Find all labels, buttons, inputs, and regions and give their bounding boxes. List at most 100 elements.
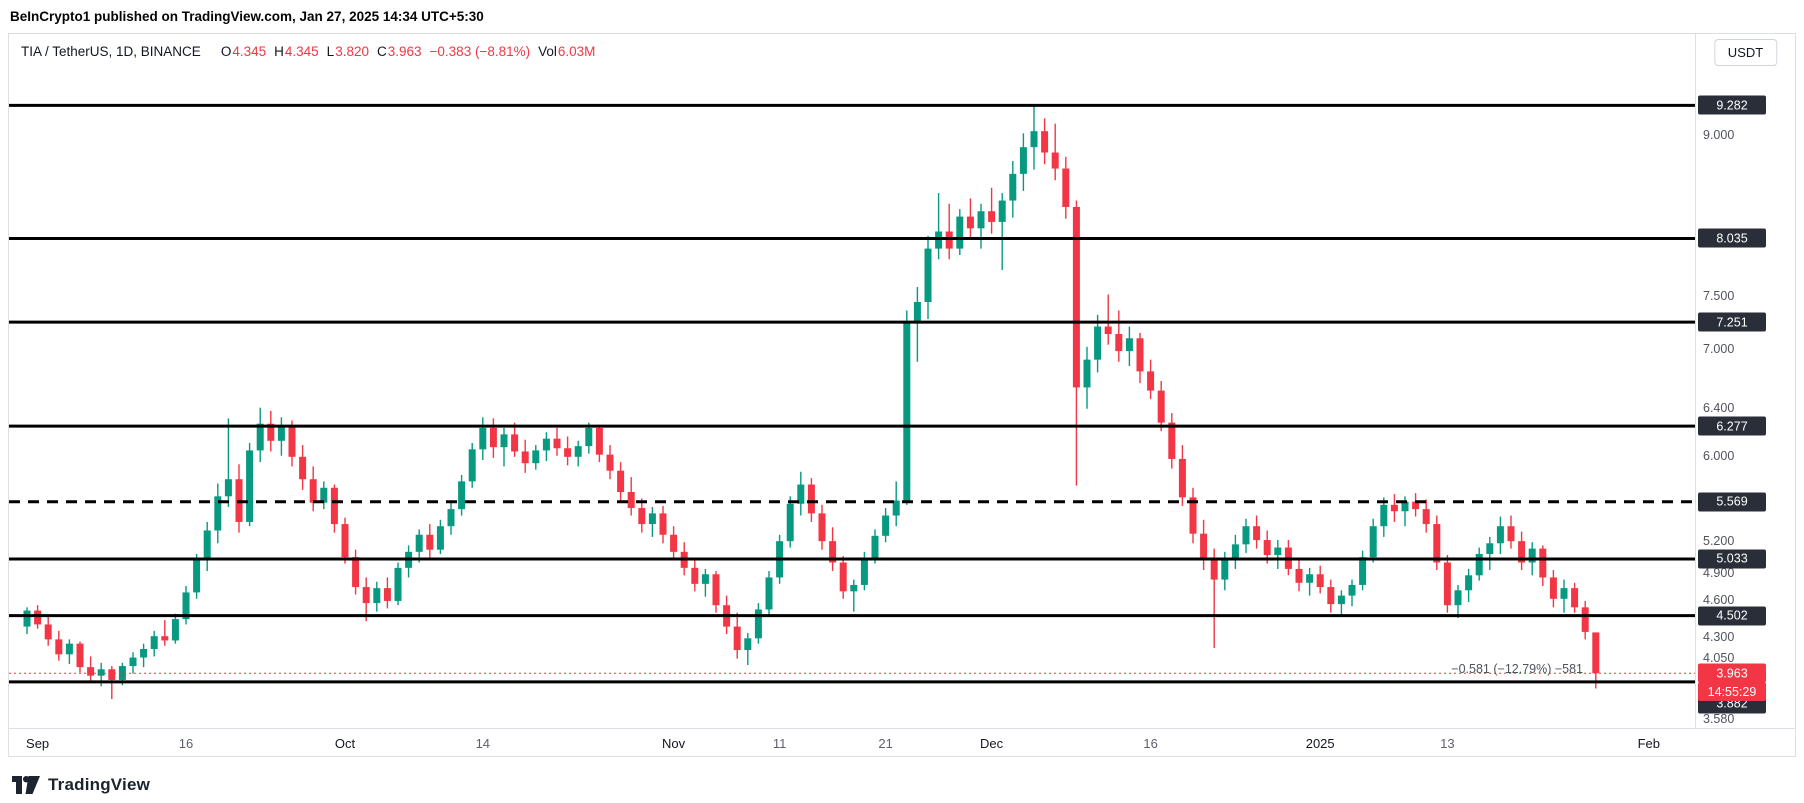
candle [235, 464, 243, 533]
candle [765, 571, 773, 616]
candle [1581, 600, 1589, 640]
attribution-text: BeInCrypto1 published on TradingView.com… [10, 9, 484, 24]
countdown-label: 14:55:29 [1698, 682, 1766, 702]
candle [1507, 515, 1515, 549]
candle [277, 417, 285, 456]
candle [1157, 381, 1165, 432]
candle [892, 481, 900, 527]
tradingview-logo-icon[interactable] [12, 776, 40, 794]
candle [224, 418, 232, 507]
chart-panel: TIA / TetherUS, 1D, BINANCE O 4.345 H 4.34… [8, 33, 1796, 757]
currency-toggle-button[interactable]: USDT [1713, 39, 1778, 66]
candle [1009, 161, 1017, 218]
time-axis-tick: 16 [178, 736, 194, 751]
candle [585, 422, 593, 454]
candle [246, 442, 254, 527]
candle [1125, 326, 1133, 367]
candle [1019, 133, 1027, 191]
candle [288, 420, 296, 467]
candle [87, 656, 95, 683]
candle [436, 519, 444, 554]
candle [44, 615, 52, 646]
candle [479, 417, 487, 461]
volume-value: 6.03M [557, 44, 596, 59]
candle [320, 481, 328, 510]
high-label: H [274, 44, 284, 59]
candle [638, 498, 646, 533]
candle [839, 556, 847, 599]
candle [744, 632, 752, 666]
candle [373, 581, 381, 612]
candle [1306, 567, 1314, 596]
candle [182, 585, 190, 625]
candle [659, 505, 667, 544]
candle [1274, 540, 1282, 569]
candle [924, 235, 932, 320]
candle [1062, 156, 1070, 219]
price-level-label: 4.502 [1698, 606, 1766, 626]
candle [532, 445, 540, 470]
candle [935, 193, 943, 260]
candle [617, 462, 625, 501]
candle [171, 613, 179, 644]
candle [1443, 555, 1451, 613]
footer: TradingView [12, 775, 150, 795]
candle [415, 529, 423, 563]
time-axis-tick: 13 [1440, 736, 1455, 751]
price-level-label: 8.035 [1698, 228, 1766, 248]
candle [1231, 534, 1239, 569]
close-label: C [376, 44, 387, 59]
candle [542, 432, 550, 462]
high-value: 4.345 [284, 44, 319, 59]
candle [648, 506, 656, 537]
candle [564, 436, 572, 466]
candle [1348, 579, 1356, 607]
candle [574, 440, 582, 467]
candle [1592, 632, 1600, 689]
time-axis[interactable]: Sep 16 Oct 14 Nov 11 21 Dec 16 2025 13 Feb [9, 728, 1795, 756]
price-level-label: 5.569 [1698, 492, 1766, 512]
candle [1051, 123, 1059, 181]
chart-legend: TIA / TetherUS, 1D, BINANCE O 4.345 H 4.34… [21, 44, 595, 59]
candle [214, 483, 222, 544]
candle [458, 474, 466, 516]
time-axis-tick: Sep [26, 736, 50, 751]
price-axis-tick: 6.000 [1703, 448, 1735, 463]
candle [1178, 445, 1186, 506]
candle [966, 198, 974, 239]
candle [1518, 531, 1526, 570]
price-level-label: 7.251 [1698, 312, 1766, 332]
candle [882, 508, 890, 543]
symbol-title[interactable]: TIA / TetherUS, 1D, BINANCE [21, 44, 201, 59]
candle [701, 568, 709, 597]
candle [1189, 487, 1197, 544]
candle [203, 521, 211, 572]
candle [807, 478, 815, 522]
price-axis-tick: 4.600 [1703, 593, 1735, 608]
candle [1422, 499, 1430, 533]
candle [553, 427, 561, 456]
price-axis[interactable]: USDT 9.000 7.500 7.000 6.400 6.000 5.200 4.900… [1695, 34, 1795, 728]
chart-canvas[interactable]: −0.581 (−12.79%) −581 [9, 34, 1695, 728]
time-axis-tick: 2025 [1305, 736, 1335, 751]
price-axis-tick: 7.000 [1703, 341, 1735, 356]
time-axis-tick: Feb [1637, 736, 1660, 751]
price-axis-tick: 4.300 [1703, 630, 1735, 645]
candle [383, 577, 391, 609]
candle [1454, 584, 1462, 619]
candle [1083, 346, 1091, 409]
time-axis-tick: 11 [772, 736, 787, 751]
candle [1072, 200, 1080, 486]
candle [1465, 568, 1473, 603]
tradingview-logo-text[interactable]: TradingView [48, 775, 151, 794]
candle [786, 496, 794, 548]
candle [850, 579, 858, 612]
change-value: −0.383 (−8.81%) [429, 44, 531, 59]
candle [150, 630, 158, 657]
candle [267, 410, 275, 452]
price-axis-tick: 3.580 [1703, 712, 1735, 727]
candle [956, 209, 964, 256]
candle [1496, 516, 1504, 554]
candle [606, 445, 614, 480]
low-label: L [326, 44, 335, 59]
